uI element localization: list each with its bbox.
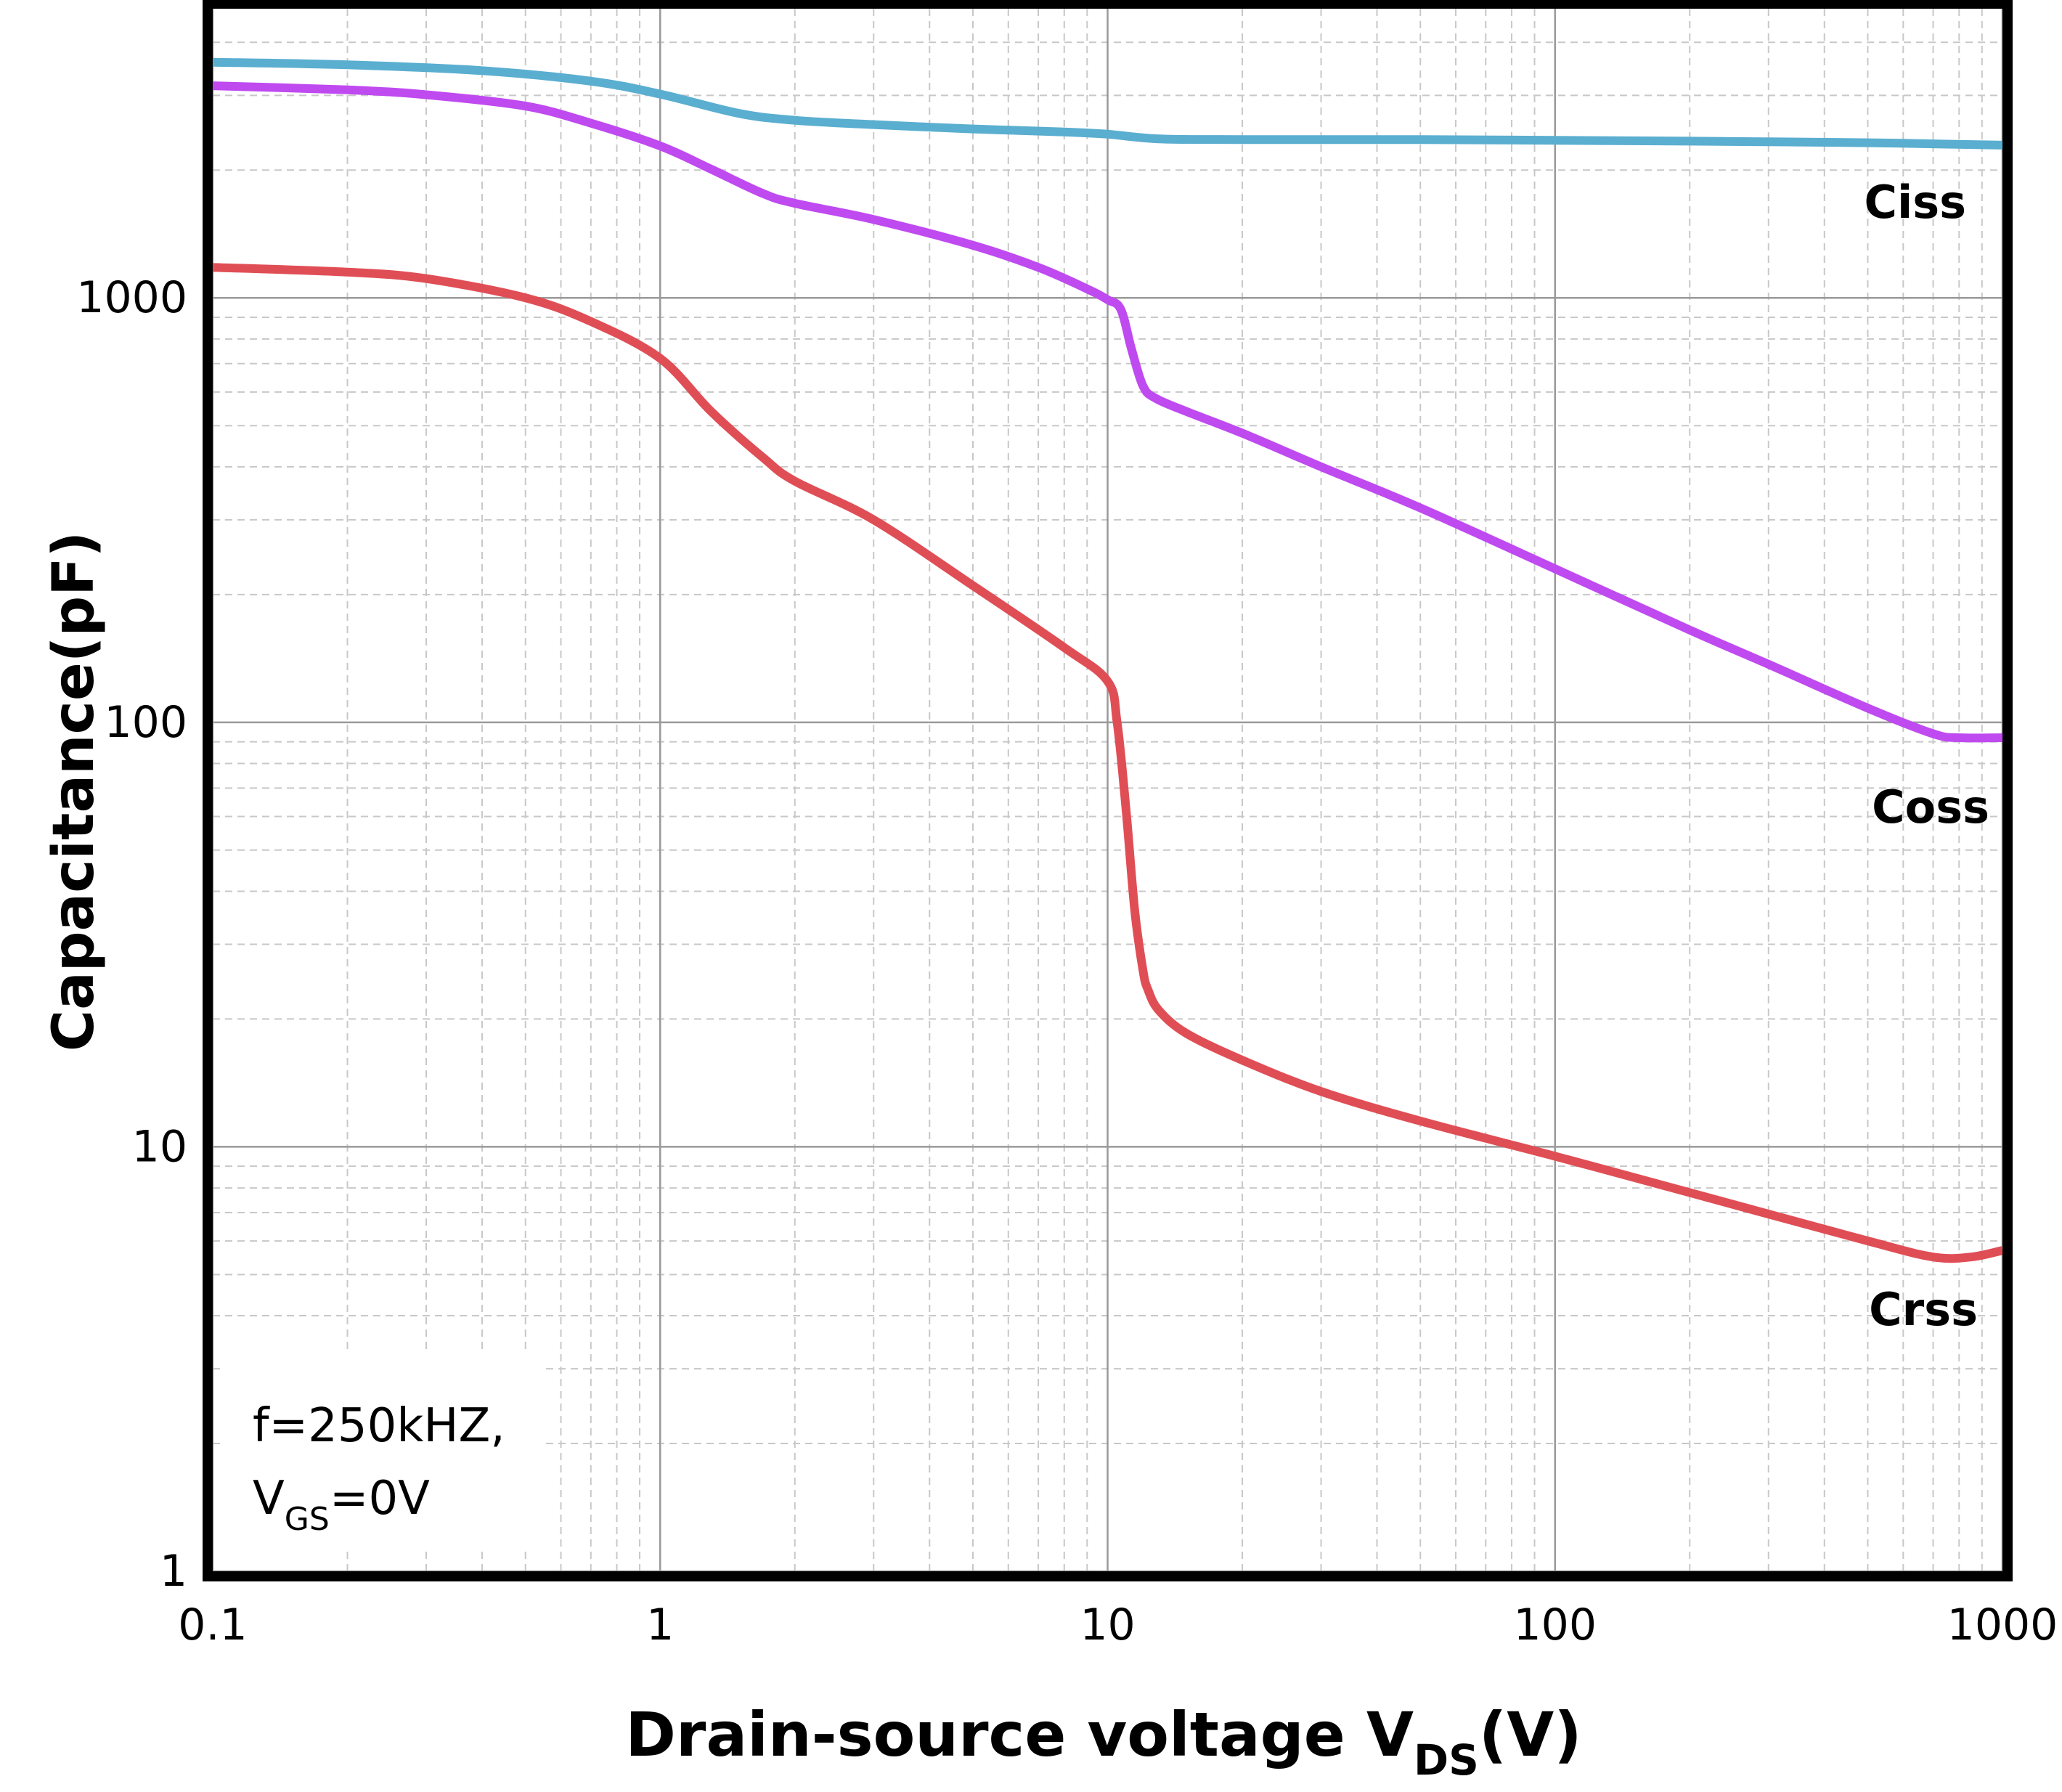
series-lines [212,57,2004,1263]
x-axis-label-subscript: DS [1414,1735,1479,1785]
series-labels: Ciss Coss Crss [1864,176,1989,1336]
x-axis-label-main: Drain-source voltage V [625,1699,1414,1770]
x-tick-label: 1000 [1947,1600,2058,1650]
x-axis-label-suffix: (V) [1479,1699,1582,1770]
series-label-crss: Crss [1869,1283,1978,1336]
y-tick-label: 100 [104,697,187,748]
x-axis-ticks: 0.1 1 10 100 1000 [178,1600,2058,1650]
y-axis-ticks: 1 10 100 1000 [76,272,187,1597]
y-tick-label: 1000 [76,272,187,323]
annotation-vgs: VGS=0V [253,1472,430,1538]
x-tick-label: 100 [1513,1600,1597,1650]
annotation-box [221,1354,545,1550]
plot-frame [203,0,2013,1581]
x-tick-label: 10 [1080,1600,1135,1650]
series-label-coss: Coss [1872,781,1989,834]
annotation-vgs-subscript: GS [285,1501,330,1538]
annotation-vgs-suffix: =0V [330,1472,430,1526]
series-line-coss [212,81,2003,743]
series-line-ciss [212,57,2003,150]
x-axis-label: Drain-source voltage VDS(V) [625,1699,1581,1785]
series-line-crss [212,263,2004,1263]
annotation-frequency: f=250kHZ, [253,1399,505,1453]
y-tick-label: 1 [160,1546,187,1597]
x-tick-label: 0.1 [178,1600,247,1650]
series-label-ciss: Ciss [1864,176,1966,229]
annotation-vgs-prefix: V [253,1472,285,1526]
x-tick-label: 1 [646,1600,674,1650]
y-axis-label: Capacitance(pF) [41,532,107,1051]
y-tick-label: 10 [132,1121,187,1172]
